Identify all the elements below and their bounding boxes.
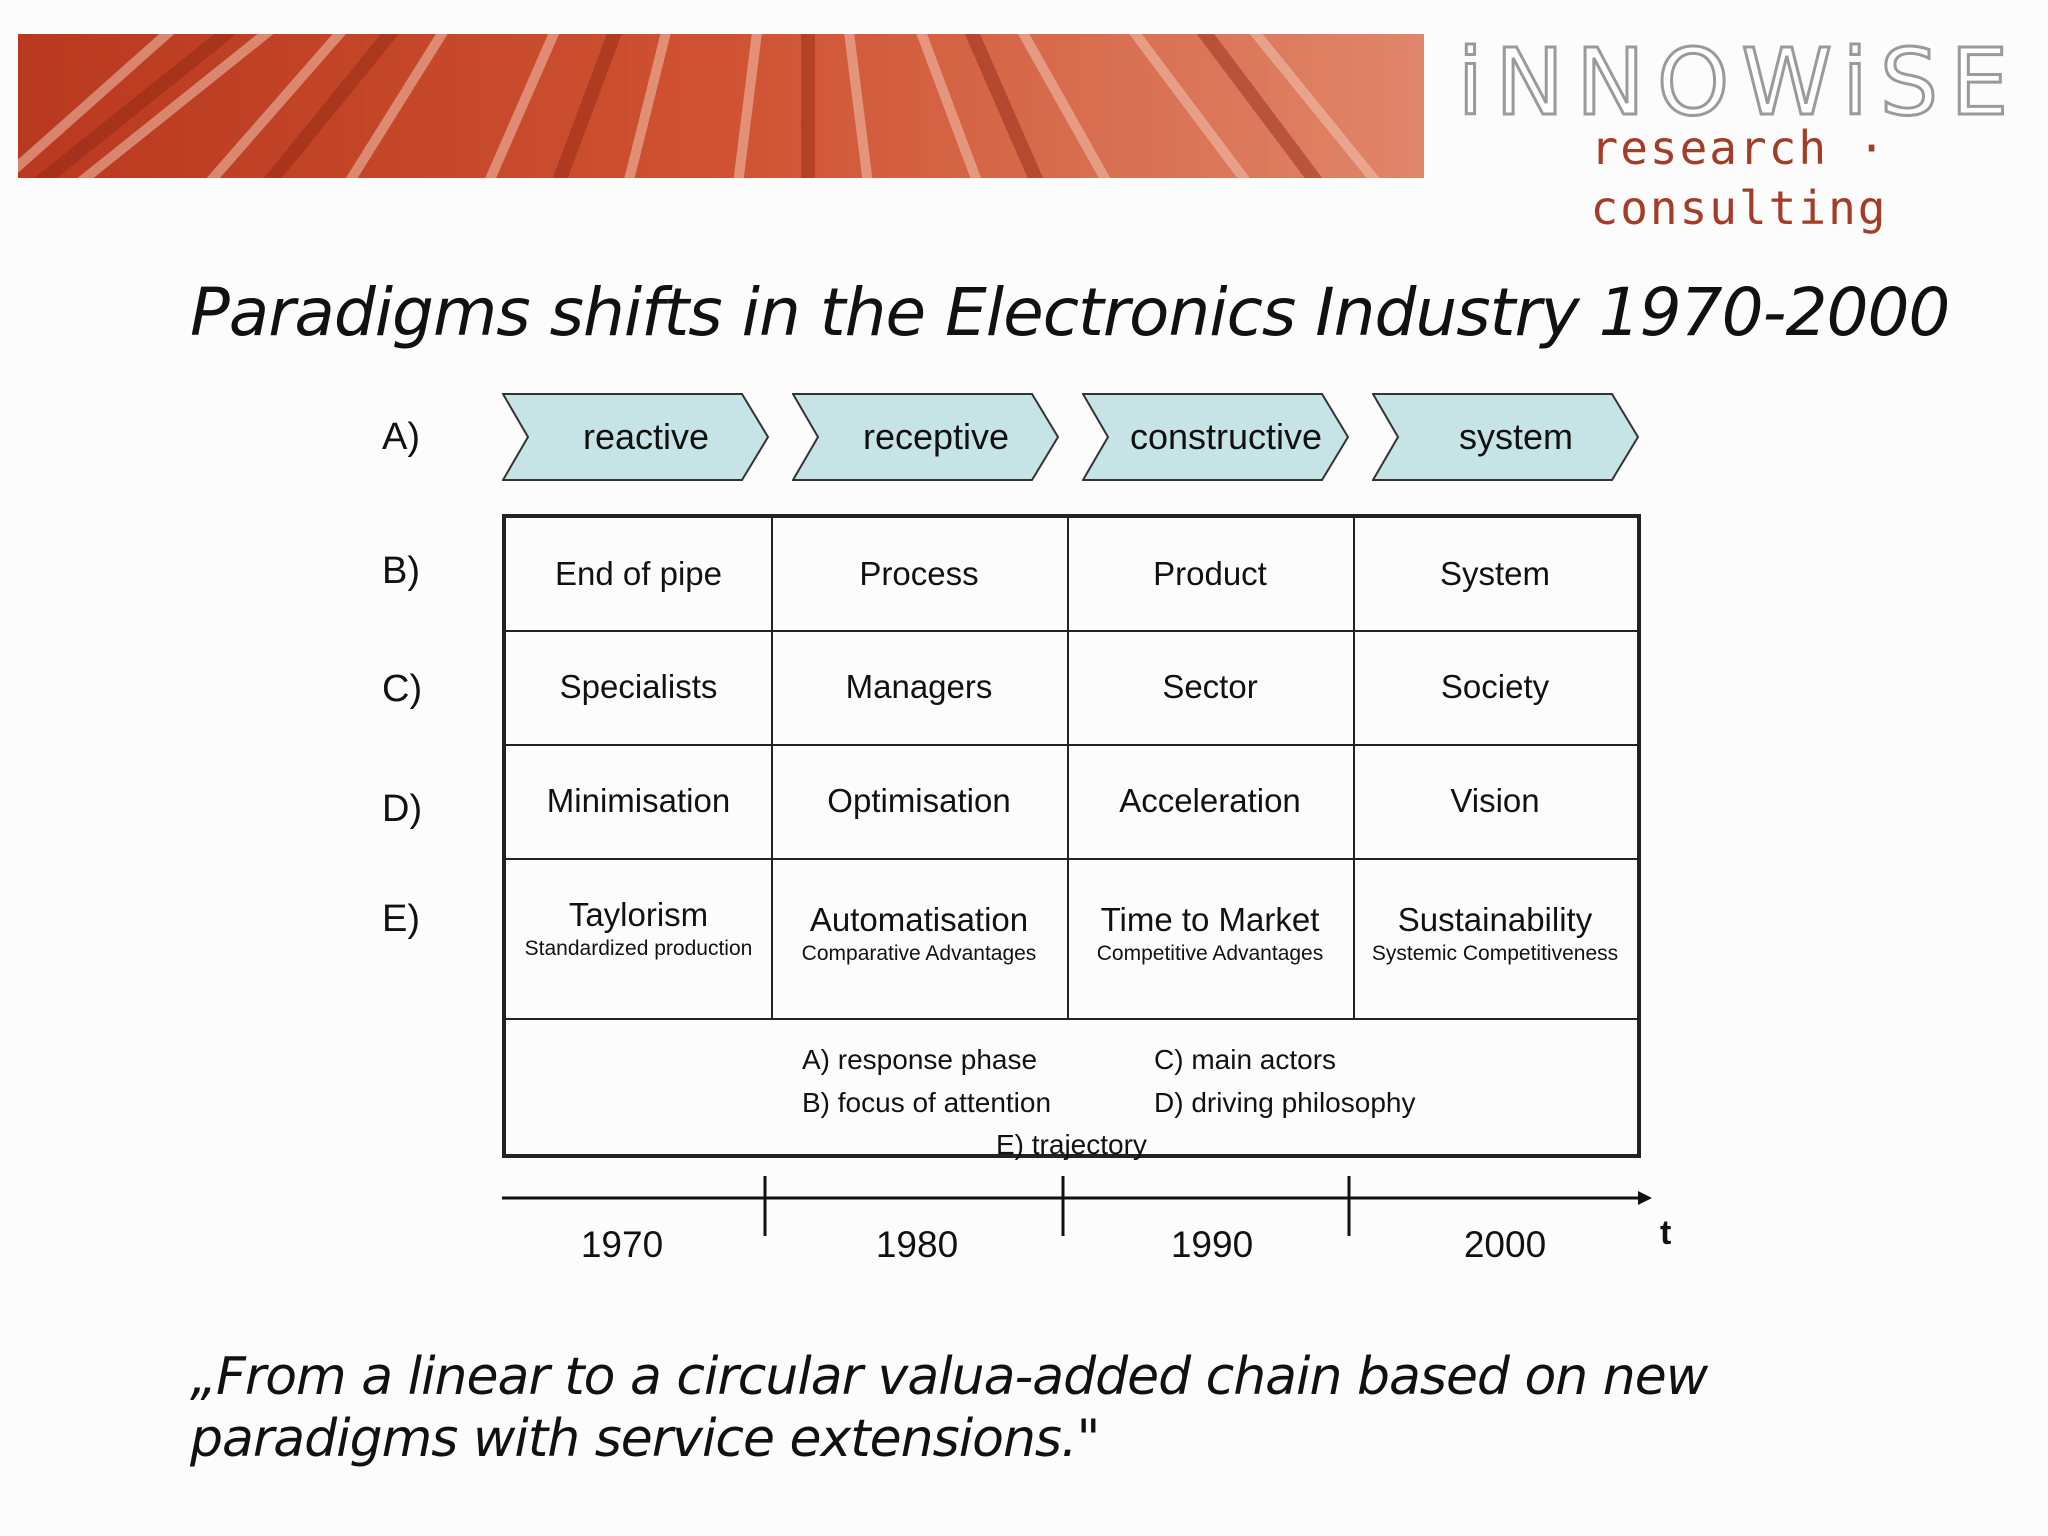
closing-quote: „From a linear to a circular valua-added… bbox=[190, 1347, 1708, 1469]
row-divider bbox=[506, 1018, 1637, 1020]
legend-c: C) main actors bbox=[1154, 1044, 1337, 1075]
logo-tagline: research · consulting bbox=[1590, 121, 1888, 235]
actors-cell: Sector bbox=[1067, 630, 1353, 744]
trajectory-cell: Taylorism Standardized production bbox=[506, 858, 771, 1018]
philosophy-cell: Vision bbox=[1353, 744, 1637, 858]
cell-text: Society bbox=[1440, 668, 1550, 705]
cell-text: Taylorism bbox=[568, 896, 709, 933]
year-label: 1990 bbox=[1170, 1224, 1254, 1265]
cell-text: End of pipe bbox=[555, 555, 722, 592]
trajectory-cell: Automatisation Comparative Advantages bbox=[771, 858, 1067, 1018]
row-label-a: A) bbox=[382, 416, 420, 458]
cell-text: System bbox=[1439, 555, 1551, 592]
row-label-e: E) bbox=[382, 898, 420, 940]
cell-subtext: Systemic Competitiveness bbox=[1371, 942, 1619, 965]
cell-text: Specialists bbox=[559, 668, 718, 705]
focus-cell: Process bbox=[771, 518, 1067, 630]
legend-e: E) trajectory bbox=[996, 1129, 1147, 1160]
cell-text: Sector bbox=[1162, 668, 1258, 705]
cell-text: Automatisation bbox=[809, 901, 1029, 938]
timeline-axis bbox=[502, 1176, 1652, 1236]
phase-label: constructive bbox=[1129, 416, 1323, 457]
legend-b: B) focus of attention bbox=[802, 1087, 1052, 1118]
row-label-c: C) bbox=[382, 668, 423, 710]
phase-chevron-system: system bbox=[1372, 393, 1640, 481]
cell-text: Process bbox=[859, 555, 979, 592]
philosophy-cell: Optimisation bbox=[771, 744, 1067, 858]
header-banner-image bbox=[18, 34, 1424, 178]
cell-text: Sustainability bbox=[1397, 901, 1593, 938]
column-divider bbox=[771, 518, 773, 1018]
cell-subtext: Standardized production bbox=[524, 937, 753, 960]
legend-a: A) response phase bbox=[802, 1044, 1038, 1075]
cell-text: Vision bbox=[1450, 782, 1540, 819]
philosophy-cell: Acceleration bbox=[1067, 744, 1353, 858]
cell-text: Acceleration bbox=[1119, 782, 1301, 819]
philosophy-cell: Minimisation bbox=[506, 744, 771, 858]
year-label: 2000 bbox=[1463, 1224, 1547, 1265]
trajectory-cell: Time to Market Competitive Advantages bbox=[1067, 858, 1353, 1018]
time-axis-label: t bbox=[1660, 1214, 1672, 1252]
cell-text: Minimisation bbox=[546, 782, 731, 819]
legend-d: D) driving philosophy bbox=[1154, 1087, 1416, 1118]
trajectory-cell: Sustainability Systemic Competitiveness bbox=[1353, 858, 1637, 1018]
actors-cell: Managers bbox=[771, 630, 1067, 744]
logo-wordmark: iNNOWiSE bbox=[1456, 28, 2021, 138]
phase-label: receptive bbox=[862, 416, 1010, 457]
phase-chevron-receptive: receptive bbox=[792, 393, 1060, 481]
row-divider bbox=[506, 630, 1637, 632]
paradigm-table: End of pipe Process Product System Speci… bbox=[502, 514, 1641, 1160]
phase-chevron-constructive: constructive bbox=[1082, 393, 1350, 481]
column-divider bbox=[1067, 518, 1069, 1018]
actors-cell: Society bbox=[1353, 630, 1637, 744]
phase-chevron-reactive: reactive bbox=[502, 393, 770, 481]
row-divider bbox=[506, 858, 1637, 860]
phase-label: reactive bbox=[582, 416, 710, 457]
focus-cell: End of pipe bbox=[506, 518, 771, 630]
cell-subtext: Competitive Advantages bbox=[1096, 942, 1324, 965]
cell-text: Optimisation bbox=[827, 782, 1011, 819]
cell-text: Product bbox=[1153, 555, 1267, 592]
row-label-b: B) bbox=[382, 550, 420, 592]
row-divider bbox=[506, 744, 1637, 746]
page-title: Paradigms shifts in the Electronics Indu… bbox=[190, 274, 1950, 351]
row-label-d: D) bbox=[382, 788, 423, 830]
cell-subtext: Comparative Advantages bbox=[801, 942, 1037, 965]
column-divider bbox=[1353, 518, 1355, 1018]
cell-text: Time to Market bbox=[1100, 901, 1320, 938]
year-label: 1970 bbox=[580, 1224, 664, 1265]
actors-cell: Specialists bbox=[506, 630, 771, 744]
focus-cell: System bbox=[1353, 518, 1637, 630]
focus-cell: Product bbox=[1067, 518, 1353, 630]
cell-text: Managers bbox=[845, 668, 993, 705]
year-label: 1980 bbox=[875, 1224, 959, 1265]
phase-label: system bbox=[1458, 416, 1573, 457]
